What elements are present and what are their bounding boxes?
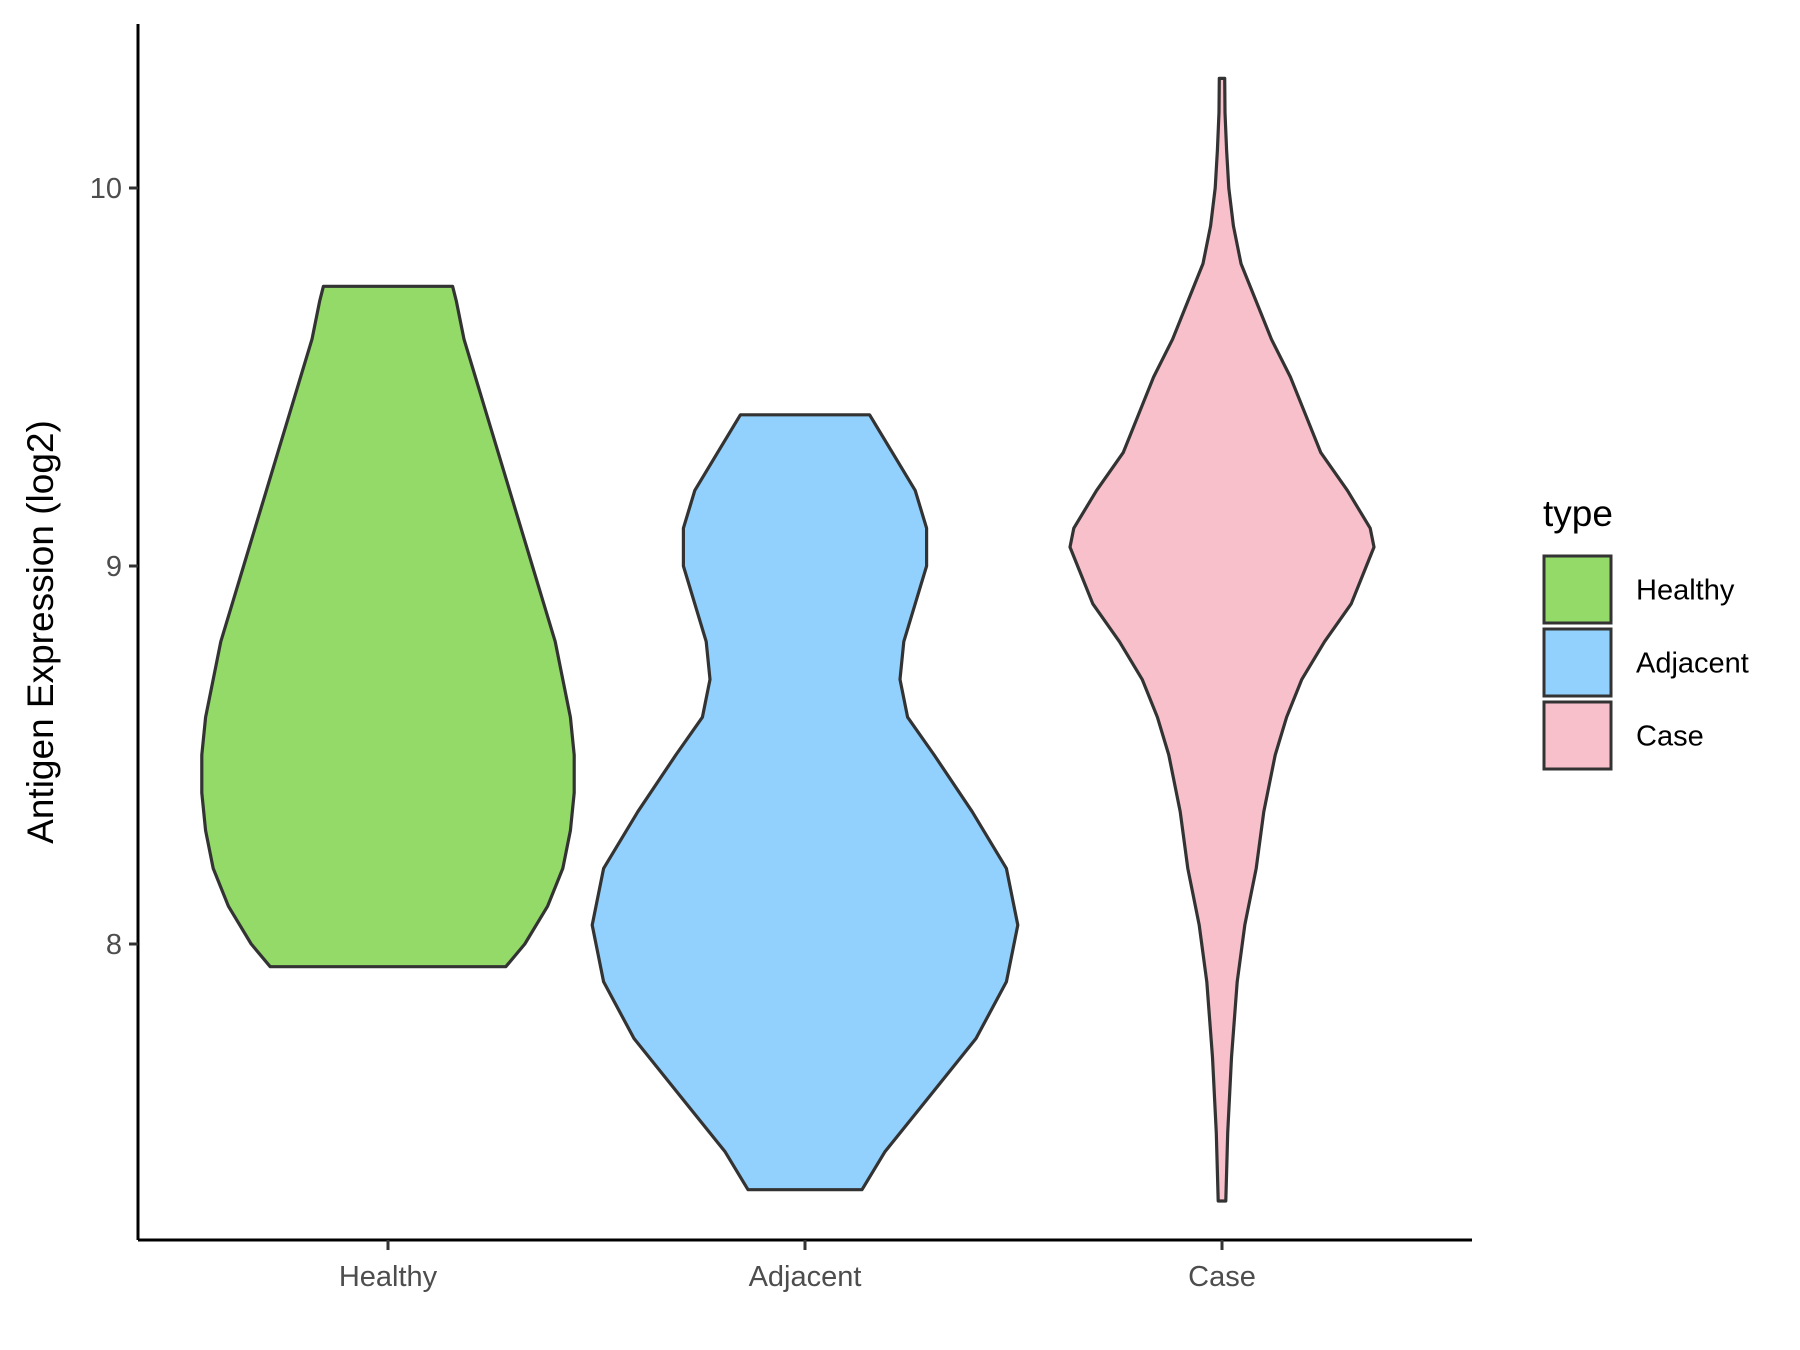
legend-key-adjacent [1542,627,1613,698]
legend-key-healthy [1542,554,1613,625]
violin-healthy [200,284,576,969]
y-axis-title: Antigen Expression (log2) [20,420,61,844]
violin-case [1068,76,1376,1203]
x-tick-label-adjacent: Adjacent [749,1261,862,1293]
x-tick-label-case: Case [1188,1261,1256,1293]
y-tick-label: 8 [106,929,122,961]
legend-title: type [1543,493,1613,534]
legend-key-case [1542,700,1613,771]
legend-label-healthy: Healthy [1636,575,1735,607]
legend: type Healthy Adjacent Case [1542,493,1749,771]
y-tick-label: 10 [90,173,122,205]
x-ticks: Healthy Adjacent Case [339,1240,1256,1293]
x-tick-label-healthy: Healthy [339,1261,438,1293]
legend-label-case: Case [1636,721,1704,753]
legend-items: Healthy Adjacent Case [1542,554,1749,771]
y-ticks: 8 9 10 [90,173,138,961]
violins-layer [200,76,1376,1203]
y-tick-label: 9 [106,551,122,583]
legend-label-adjacent: Adjacent [1636,648,1749,680]
violin-adjacent [590,413,1020,1192]
